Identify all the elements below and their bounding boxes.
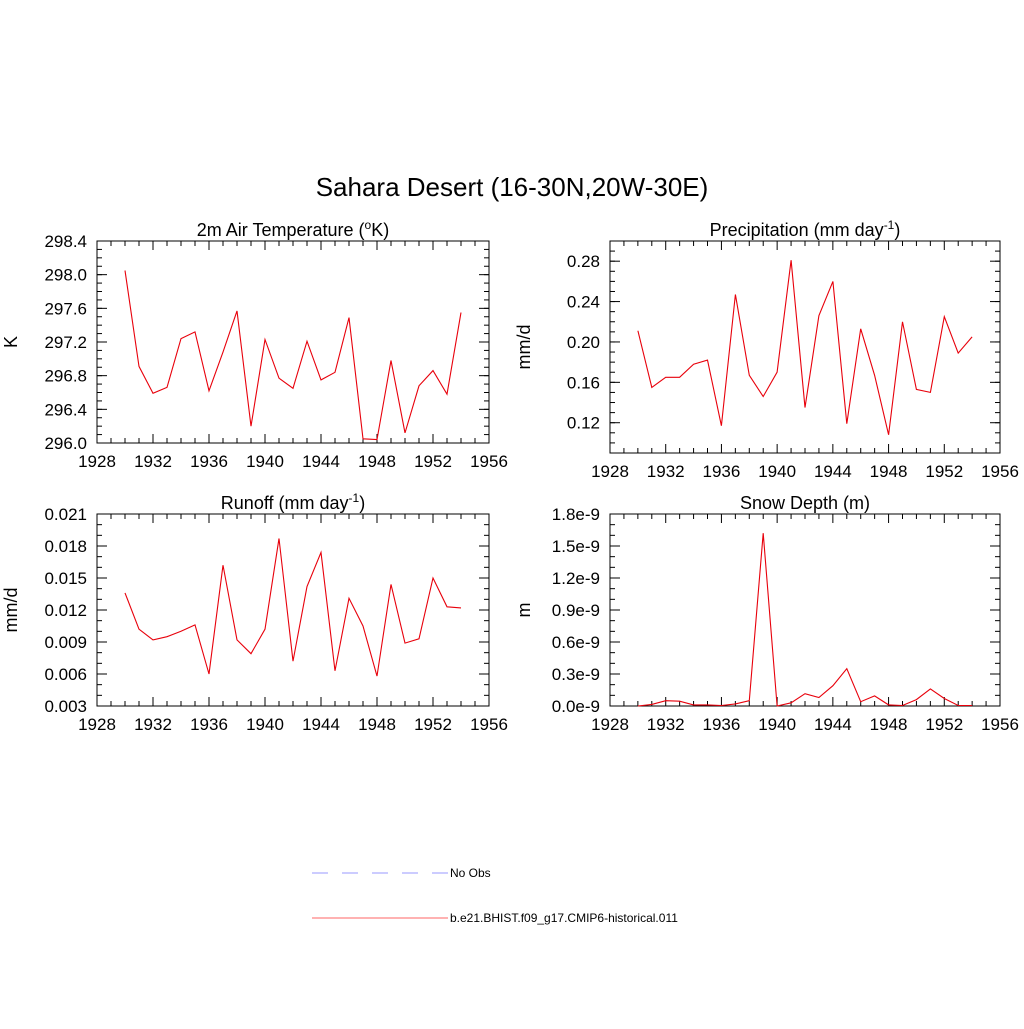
y-tick-label: 298.0 <box>44 266 87 285</box>
y-axis-label: K <box>1 336 21 348</box>
y-tick-label: 1.2e-9 <box>552 569 600 588</box>
x-tick-label: 1936 <box>703 715 741 734</box>
panel-title: Snow Depth (m) <box>740 493 870 513</box>
series-line <box>124 538 462 677</box>
panel-title: 2m Air Temperature (oK) <box>197 218 389 240</box>
y-tick-label: 1.5e-9 <box>552 537 600 556</box>
y-tick-label: 0.3e-9 <box>552 665 600 684</box>
x-tick-label: 1956 <box>981 715 1019 734</box>
x-tick-label: 1932 <box>647 462 685 481</box>
x-tick-label: 1928 <box>78 452 116 471</box>
panel-1: 2m Air Temperature (oK) K 1928 1932 1936 1940… <box>1 218 508 471</box>
panel-3: Runoff (mm day-1) mm/d 1928 1932 1936 1940 194… <box>1 491 508 734</box>
legend: No Obs b.e21.BHIST.f09_g17.CMIP6-historic… <box>312 866 678 925</box>
series-line <box>637 260 973 435</box>
x-tick-label: 1944 <box>302 715 340 734</box>
series-line <box>637 533 973 707</box>
plot-frame <box>609 240 1001 454</box>
x-tick-label: 1928 <box>591 462 629 481</box>
y-tick-label: 0.0e-9 <box>552 697 600 716</box>
y-axis-label: mm/d <box>514 325 534 370</box>
plot-frame <box>96 240 490 444</box>
x-tick-label: 1944 <box>302 452 340 471</box>
x-tick-label: 1952 <box>414 715 452 734</box>
x-tick-label: 1936 <box>190 452 228 471</box>
series-line <box>124 270 462 441</box>
y-tick-label: 0.6e-9 <box>552 633 600 652</box>
x-tick-label: 1952 <box>925 462 963 481</box>
plot-frame <box>609 513 1001 707</box>
x-tick-label: 1936 <box>703 462 741 481</box>
panel-2: Precipitation (mm day-1) mm/d 1928 1932 1936… <box>514 218 1019 481</box>
x-tick-label: 1940 <box>758 462 796 481</box>
y-tick-label: 0.012 <box>44 601 87 620</box>
x-tick-label: 1940 <box>758 715 796 734</box>
x-tick-label: 1956 <box>470 452 508 471</box>
x-tick-label: 1952 <box>414 452 452 471</box>
x-tick-label: 1948 <box>358 452 396 471</box>
panel-4: Snow Depth (m) m 1928 1932 1936 1940 1944 1948 1… <box>514 493 1019 734</box>
y-tick-label: 296.0 <box>44 434 87 453</box>
y-tick-label: 0.003 <box>44 697 87 716</box>
y-tick-label: 0.018 <box>44 537 87 556</box>
y-axis-label: m <box>514 603 534 618</box>
panel-title: Runoff (mm day-1) <box>221 491 365 513</box>
x-tick-label: 1932 <box>134 715 172 734</box>
x-tick-label: 1932 <box>647 715 685 734</box>
y-tick-label: 0.006 <box>44 665 87 684</box>
x-tick-label: 1940 <box>246 452 284 471</box>
x-tick-label: 1940 <box>246 715 284 734</box>
x-tick-label: 1944 <box>814 715 852 734</box>
y-tick-label: 0.12 <box>567 414 600 433</box>
y-tick-label: 0.021 <box>44 505 87 524</box>
y-tick-label: 0.28 <box>567 252 600 271</box>
x-tick-label: 1952 <box>925 715 963 734</box>
x-tick-label: 1932 <box>134 452 172 471</box>
y-tick-label: 296.4 <box>44 400 87 419</box>
y-tick-label: 0.009 <box>44 633 87 652</box>
y-tick-label: 0.9e-9 <box>552 601 600 620</box>
x-tick-label: 1956 <box>981 462 1019 481</box>
y-tick-label: 298.4 <box>44 232 87 251</box>
y-tick-label: 0.015 <box>44 569 87 588</box>
plot-frame <box>96 513 490 707</box>
x-tick-label: 1928 <box>591 715 629 734</box>
y-tick-label: 0.24 <box>567 293 600 312</box>
y-tick-label: 297.2 <box>44 333 87 352</box>
y-tick-label: 0.16 <box>567 373 600 392</box>
y-tick-label: 296.8 <box>44 367 87 386</box>
main-title: Sahara Desert (16-30N,20W-30E) <box>316 172 709 202</box>
x-tick-label: 1928 <box>78 715 116 734</box>
panels: 2m Air Temperature (oK) K 1928 1932 1936 1940… <box>1 218 1019 734</box>
x-tick-label: 1948 <box>870 462 908 481</box>
x-tick-label: 1948 <box>358 715 396 734</box>
x-tick-label: 1936 <box>190 715 228 734</box>
legend-label: No Obs <box>450 866 491 880</box>
y-tick-label: 0.20 <box>567 333 600 352</box>
legend-label: b.e21.BHIST.f09_g17.CMIP6-historical.011 <box>450 911 678 925</box>
panel-title: Precipitation (mm day-1) <box>710 218 901 240</box>
x-tick-label: 1948 <box>870 715 908 734</box>
y-tick-label: 1.8e-9 <box>552 505 600 524</box>
y-tick-label: 297.6 <box>44 299 87 318</box>
y-axis-label: mm/d <box>1 588 21 633</box>
x-tick-label: 1944 <box>814 462 852 481</box>
x-tick-label: 1956 <box>470 715 508 734</box>
